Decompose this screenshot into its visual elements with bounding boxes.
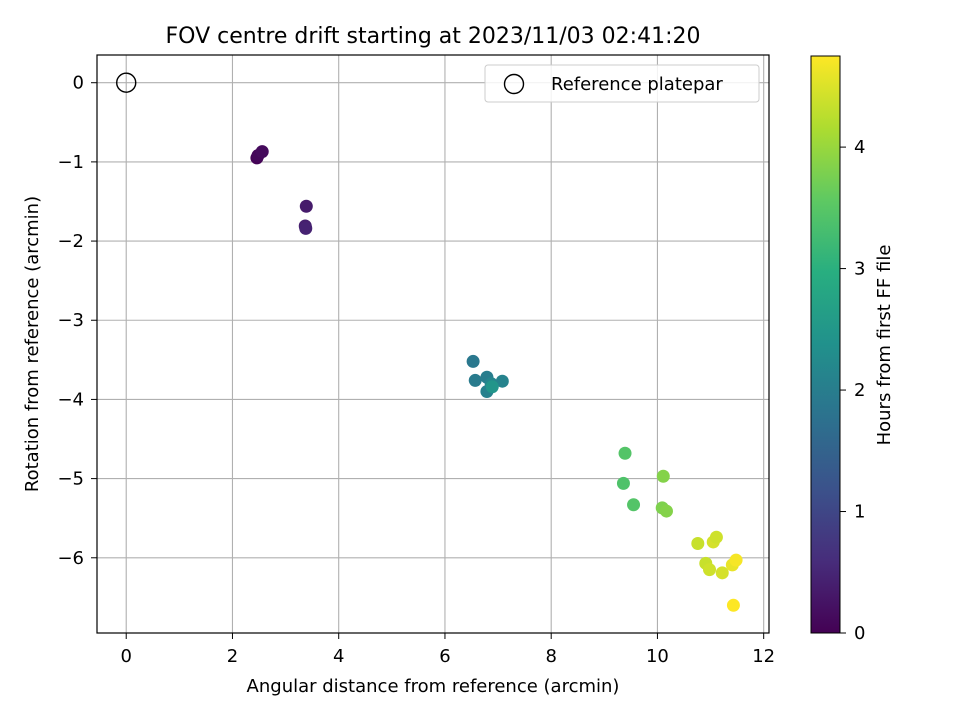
scatter-point [715,566,729,580]
scatter-point [709,530,723,544]
y-tick-label: −1 [57,152,84,173]
scatter-point [495,374,509,388]
x-tick-label: 6 [439,646,450,667]
scatter-points [116,72,743,612]
x-tick-label: 12 [752,646,775,667]
legend: Reference platepar [484,64,760,103]
x-tick-label: 8 [545,646,556,667]
legend-entry: Reference platepar [551,74,723,95]
x-tick-label: 0 [120,646,131,667]
y-tick-label: −5 [57,469,84,490]
colorbar-tick-label: 3 [854,259,865,280]
colorbar-tick-label: 1 [854,502,865,523]
scatter-point [616,476,630,490]
reference-platepar-marker [116,72,137,93]
colorbar-label: Hours from first FF file [874,245,895,446]
colorbar-tick-label: 0 [854,623,865,644]
scatter-point [468,373,482,387]
scatter-point [255,145,269,159]
scatter-point [485,380,499,394]
scatter-point [659,504,673,518]
y-tick-label: −6 [57,548,84,569]
scatter-point [691,537,705,551]
grid [97,55,769,633]
plot-area-frame [96,54,770,634]
y-tick-label: −4 [57,389,84,410]
legend-box [484,64,760,103]
colorbar: 0 1 2 3 4 Hours from first FF file [810,55,895,644]
scatter-point [627,498,641,512]
colorbar-tick-label: 4 [854,137,865,158]
y-tick-label: −2 [57,231,84,252]
scatter-point [299,221,313,235]
legend-marker [503,73,525,95]
scatter-point [703,563,717,577]
y-tick-label: 0 [73,73,84,94]
y-axis-label: Rotation from reference (arcmin) [22,196,43,492]
scatter-point [466,354,480,368]
x-tick-label: 2 [227,646,238,667]
scatter-point [656,469,670,483]
x-axis-label: Angular distance from reference (arcmin) [247,676,620,697]
scatter-point [729,553,743,567]
scatter-point [618,446,632,460]
axis-ticks: 0 2 4 6 8 10 12 0 −1 −2 −3 −4 −5 −6 [57,73,775,667]
scatter-point [299,199,313,213]
colorbar-gradient [810,55,841,634]
scatter-point [726,598,740,612]
y-tick-label: −3 [57,310,84,331]
chart-title: FOV centre drift starting at 2023/11/03 … [166,24,701,49]
colorbar-ticks: 0 1 2 3 4 [840,137,865,644]
x-tick-label: 4 [333,646,344,667]
colorbar-tick-label: 2 [854,380,865,401]
x-tick-label: 10 [646,646,669,667]
